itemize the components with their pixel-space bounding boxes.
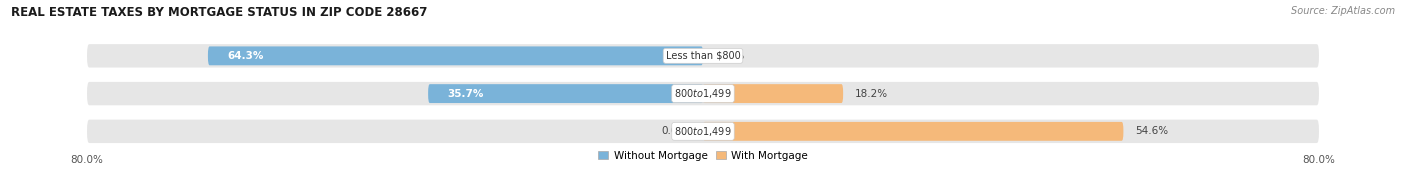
Text: 54.6%: 54.6% [1135,126,1168,136]
Text: Source: ZipAtlas.com: Source: ZipAtlas.com [1291,6,1395,16]
Text: 0.0%: 0.0% [718,51,745,61]
Text: REAL ESTATE TAXES BY MORTGAGE STATUS IN ZIP CODE 28667: REAL ESTATE TAXES BY MORTGAGE STATUS IN … [11,6,427,19]
FancyBboxPatch shape [429,84,703,103]
Text: 0.0%: 0.0% [661,126,688,136]
Legend: Without Mortgage, With Mortgage: Without Mortgage, With Mortgage [598,151,808,161]
Text: 64.3%: 64.3% [228,51,263,61]
Text: $800 to $1,499: $800 to $1,499 [675,125,731,138]
Text: 18.2%: 18.2% [855,89,887,99]
Text: Less than $800: Less than $800 [665,51,741,61]
FancyBboxPatch shape [703,84,844,103]
Text: 35.7%: 35.7% [447,89,484,99]
FancyBboxPatch shape [87,44,1319,67]
FancyBboxPatch shape [208,46,703,65]
FancyBboxPatch shape [703,122,1123,141]
FancyBboxPatch shape [87,82,1319,105]
Text: $800 to $1,499: $800 to $1,499 [675,87,731,100]
FancyBboxPatch shape [87,120,1319,143]
